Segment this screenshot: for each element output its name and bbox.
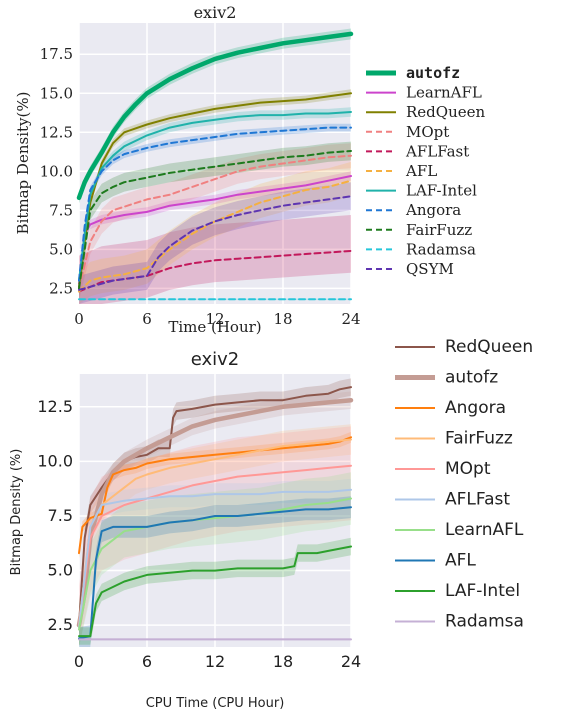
legend-label: LearnAFL [445, 520, 524, 540]
series-line-angora [78, 436, 352, 555]
top-chart-title: exiv2 [194, 3, 237, 22]
series-line-fairfuzz [78, 438, 352, 627]
legend-label: AFLFast [445, 490, 510, 510]
x-tick-label: 24 [341, 310, 360, 328]
bottom-x-axis-label: CPU Time (CPU Hour) [146, 696, 285, 711]
legend-label: Angora [445, 398, 506, 418]
y-tick-label: 5.0 [48, 561, 73, 580]
legend-label: RedQueen [445, 337, 533, 357]
band-learnafl [79, 472, 351, 647]
x-tick-label: 18 [273, 310, 292, 328]
x-tick-label: 24 [341, 652, 361, 671]
band-mopt [79, 143, 351, 301]
band-mopt [79, 426, 351, 647]
band-afl [79, 496, 351, 647]
top-y-tick-labels: 2.5 5.0 7.5 10.0 12.5 15.0 17.5 [40, 45, 73, 297]
x-tick-label: 12 [205, 652, 225, 671]
legend-label: AFLFast [405, 142, 469, 160]
bottom-chart: 0 6 12 18 24 2.5 5.0 7.5 10.0 12.5 exiv2 CPU Tim… [9, 337, 533, 711]
x-tick-label: 18 [273, 652, 293, 671]
legend-label: QSYM [406, 260, 454, 278]
y-tick-label: 12.5 [37, 397, 73, 416]
series-line-laf-intel [78, 545, 352, 638]
top-x-axis-label: Time (Hour) [168, 318, 261, 336]
legend-label: MOpt [445, 459, 491, 479]
y-tick-label: 15.0 [40, 84, 73, 102]
legend-label: FairFuzz [445, 429, 513, 449]
y-tick-label: 7.5 [48, 506, 73, 525]
band-autofz [79, 28, 351, 204]
y-tick-label: 5.0 [49, 240, 73, 258]
y-tick-label: 7.5 [49, 201, 73, 219]
legend-label: LearnAFL [406, 84, 482, 102]
series-line-aflfast [78, 249, 352, 293]
band-learnafl [79, 171, 351, 289]
x-tick-label: 6 [142, 652, 152, 671]
bottom-x-tick-labels: 0 6 12 18 24 [74, 652, 361, 671]
series-line-fairfuzz [78, 150, 352, 290]
y-tick-label: 17.5 [40, 45, 73, 63]
series-line-afl [78, 506, 352, 640]
top-x-tick-labels: 0 6 12 18 24 [74, 310, 360, 328]
x-tick-label: 6 [142, 310, 152, 328]
series-line-angora [78, 126, 352, 282]
band-fairfuzz [79, 424, 351, 641]
legend-label: RedQueen [406, 103, 485, 121]
legend-label: Radamsa [445, 612, 524, 632]
legend-label: Angora [405, 201, 461, 219]
legend-label: LAF-Intel [406, 182, 477, 200]
band-laf-intel [79, 537, 351, 645]
bottom-series-lines [76, 386, 354, 641]
bottom-y-tick-labels: 2.5 5.0 7.5 10.0 12.5 [37, 397, 73, 634]
y-tick-label: 12.5 [40, 123, 73, 141]
legend-label: AFL [405, 162, 437, 180]
legend-label: Radamsa [406, 240, 476, 258]
band-qsym [79, 182, 351, 304]
top-gridlines [78, 23, 352, 304]
x-tick-label: 12 [205, 310, 224, 328]
band-autofz [79, 391, 351, 634]
series-line-mopt [78, 464, 352, 627]
series-line-mopt [78, 154, 352, 290]
legend-label: autofz [406, 64, 460, 82]
x-tick-label: 0 [74, 652, 84, 671]
legend-label: LAF-Intel [445, 581, 520, 601]
series-line-aflfast [78, 488, 352, 629]
y-tick-label: 10.0 [37, 451, 73, 470]
y-tick-label: 10.0 [40, 162, 73, 180]
series-line-learnafl [78, 175, 352, 285]
y-tick-label: 2.5 [49, 279, 73, 297]
x-tick-label: 0 [74, 310, 84, 328]
band-fairfuzz [79, 141, 351, 298]
top-y-axis-label: Bitmap Density(%) [14, 92, 32, 235]
top-series-lines [76, 31, 354, 301]
legend-label: AFL [445, 551, 476, 571]
legend-label: MOpt [406, 123, 449, 141]
bottom-legend: RedQueen autofz Angora FairFuzz MOpt AFLFast L… [395, 337, 533, 632]
legend-label: autofz [445, 368, 498, 388]
top-chart: 0 6 12 18 24 2.5 5.0 7.5 10.0 12.5 15.0 17.5 exiv2… [14, 3, 485, 336]
y-tick-label: 2.5 [48, 615, 73, 634]
legend-label: FairFuzz [406, 221, 472, 239]
bottom-chart-title: exiv2 [191, 349, 240, 370]
bottom-y-axis-label: Bitmap Density (%) [9, 449, 24, 576]
series-line-autofz [76, 31, 354, 201]
bottom-confidence-bands [79, 378, 351, 647]
series-line-qsym [78, 195, 352, 291]
series-line-afl [78, 179, 352, 293]
series-line-learnafl [78, 497, 352, 631]
